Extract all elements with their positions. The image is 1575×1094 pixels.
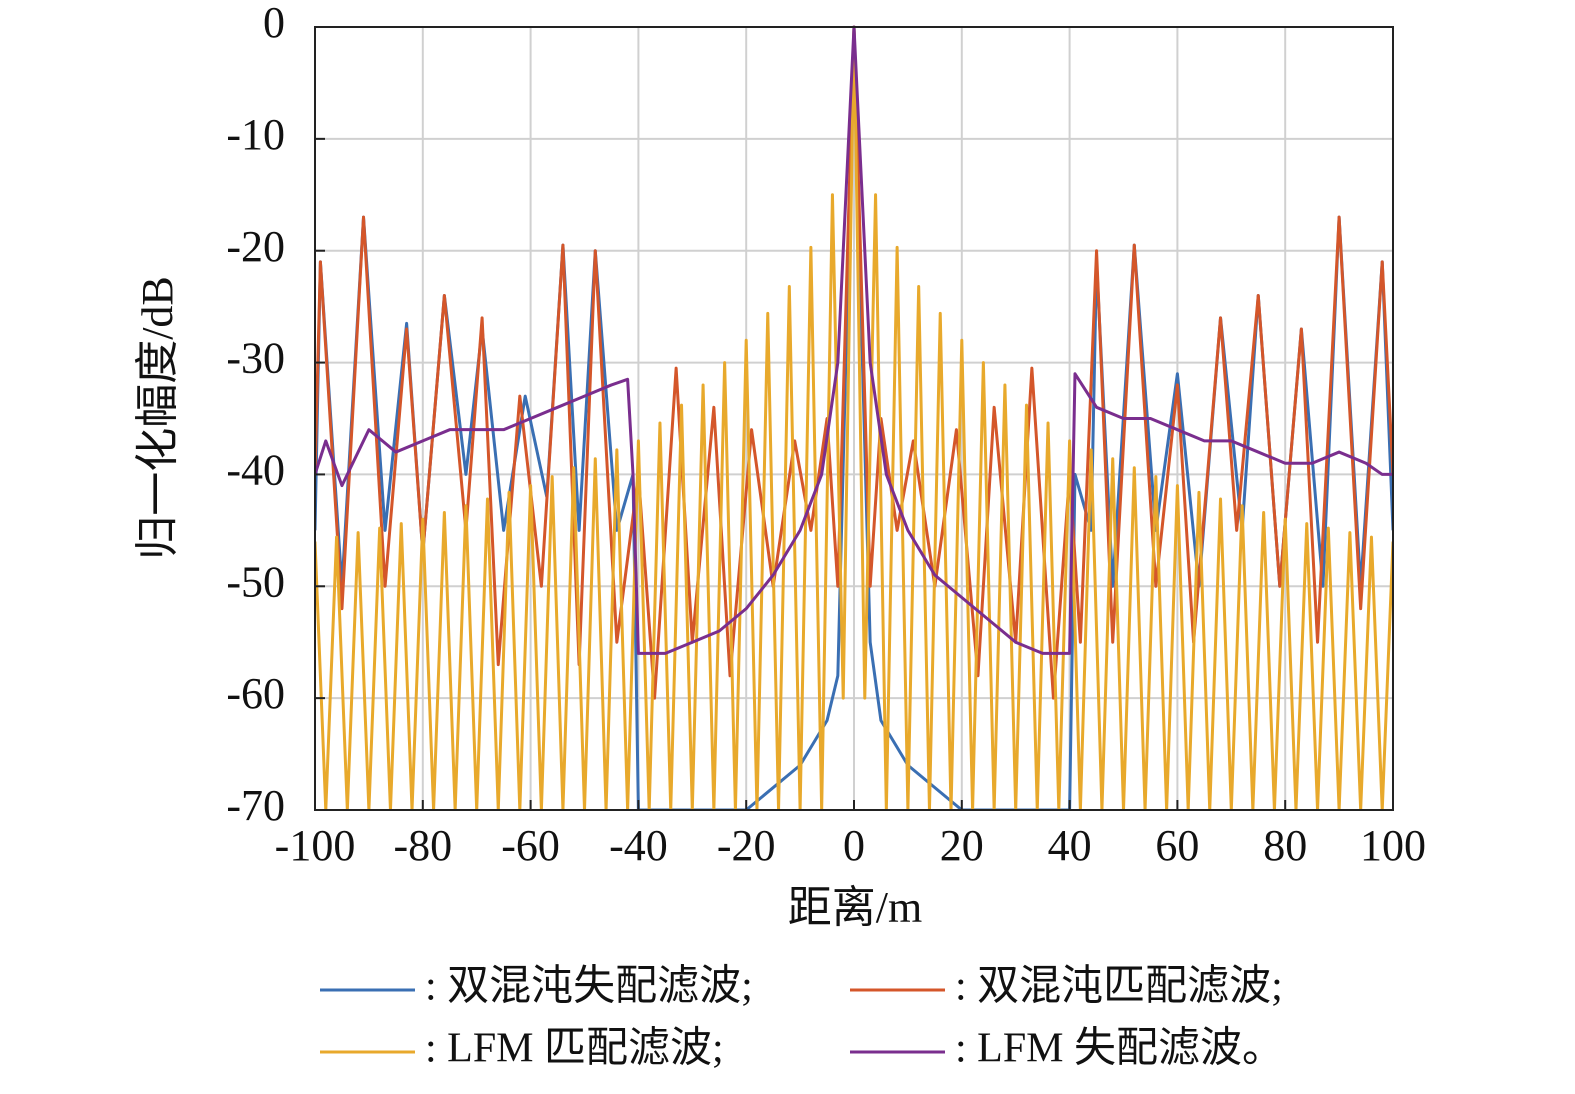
x-tick-label: 20	[940, 821, 984, 870]
y-tick-label: -20	[226, 222, 285, 271]
x-tick-label: -100	[275, 821, 356, 870]
y-tick-label: 0	[263, 0, 285, 47]
legend-label: : LFM 匹配滤波;	[425, 1026, 724, 1072]
x-tick-label: -40	[609, 821, 668, 870]
x-tick-label: -80	[393, 821, 452, 870]
x-tick-label: 100	[1360, 821, 1426, 870]
legend-label: : 双混沌失配滤波;	[425, 964, 753, 1010]
x-tick-label: 80	[1263, 821, 1307, 870]
y-axis-label: 归一化幅度/dB	[133, 276, 182, 560]
x-tick-label: -60	[501, 821, 560, 870]
y-tick-label: -60	[226, 669, 285, 718]
x-axis-label: 距离/m	[788, 883, 922, 932]
y-tick-label: -70	[226, 781, 285, 830]
x-tick-label: 0	[843, 821, 865, 870]
y-tick-label: -30	[226, 334, 285, 383]
y-tick-label: -40	[226, 446, 285, 495]
x-tick-label: 60	[1155, 821, 1199, 870]
x-tick-label: -20	[717, 821, 776, 870]
y-tick-label: -50	[226, 557, 285, 606]
x-tick-label: 40	[1048, 821, 1092, 870]
legend-label: : LFM 失配滤波。	[955, 1026, 1284, 1072]
legend-label: : 双混沌匹配滤波;	[955, 964, 1283, 1010]
series-line	[315, 25, 1393, 655]
y-tick-label: -10	[226, 110, 285, 159]
